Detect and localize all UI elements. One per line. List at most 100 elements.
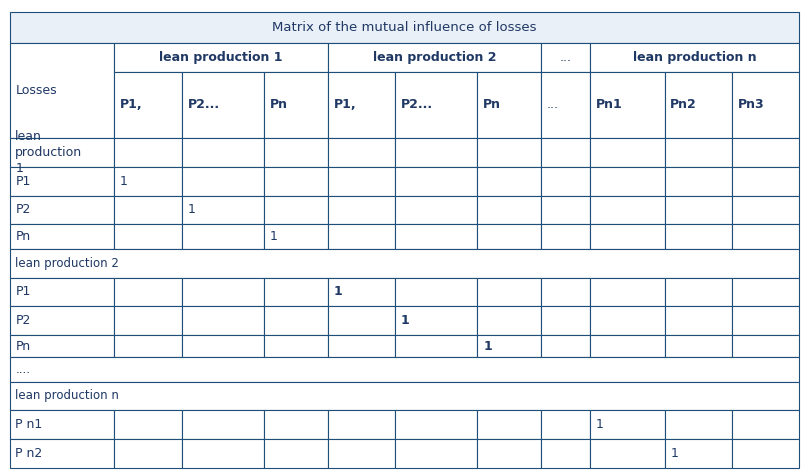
Text: P n2: P n2 <box>15 447 43 460</box>
Bar <box>328 43 541 72</box>
Bar <box>182 277 265 306</box>
Bar <box>541 335 590 357</box>
Bar <box>732 224 799 249</box>
Bar <box>590 167 664 196</box>
Bar <box>590 224 664 249</box>
Bar <box>732 306 799 335</box>
Bar <box>590 277 664 306</box>
Bar <box>10 381 799 410</box>
Text: 1: 1 <box>670 447 678 460</box>
Bar <box>664 439 732 468</box>
Bar <box>10 12 799 43</box>
Bar <box>590 306 664 335</box>
Bar <box>590 410 664 439</box>
Bar <box>541 138 590 167</box>
Bar <box>182 410 265 439</box>
Bar <box>664 410 732 439</box>
Text: Pn: Pn <box>483 98 501 111</box>
Bar <box>590 72 664 138</box>
Bar <box>732 72 799 138</box>
Bar <box>182 335 265 357</box>
Bar <box>10 167 115 196</box>
Bar <box>541 72 590 138</box>
Text: lean production n: lean production n <box>633 51 756 64</box>
Bar <box>328 439 395 468</box>
Bar <box>664 72 732 138</box>
Bar <box>732 167 799 196</box>
Bar <box>10 335 115 357</box>
Text: Pn: Pn <box>270 98 288 111</box>
Bar <box>182 439 265 468</box>
Bar <box>395 138 477 167</box>
Text: 1: 1 <box>270 230 277 243</box>
Bar <box>115 277 182 306</box>
Bar <box>664 277 732 306</box>
Bar <box>590 138 664 167</box>
Bar <box>395 410 477 439</box>
Bar <box>10 306 115 335</box>
Bar <box>115 224 182 249</box>
Bar <box>10 357 799 381</box>
Bar <box>328 72 395 138</box>
Bar <box>10 277 115 306</box>
Bar <box>265 439 328 468</box>
Bar <box>541 439 590 468</box>
Bar <box>10 224 115 249</box>
Bar <box>477 410 541 439</box>
Bar <box>664 224 732 249</box>
Text: Pn2: Pn2 <box>670 98 697 111</box>
Bar <box>328 224 395 249</box>
Bar <box>590 335 664 357</box>
Bar <box>182 72 265 138</box>
Bar <box>590 439 664 468</box>
Bar <box>477 224 541 249</box>
Bar <box>477 335 541 357</box>
Text: P n1: P n1 <box>15 418 43 431</box>
Bar <box>395 335 477 357</box>
Bar <box>541 224 590 249</box>
Bar <box>115 335 182 357</box>
Bar <box>115 196 182 224</box>
Bar <box>477 277 541 306</box>
Bar <box>477 306 541 335</box>
Bar <box>477 72 541 138</box>
Bar <box>10 410 115 439</box>
Bar <box>732 138 799 167</box>
Bar <box>265 335 328 357</box>
Text: P1,: P1, <box>333 98 356 111</box>
Bar <box>265 138 328 167</box>
Bar <box>182 224 265 249</box>
Bar <box>395 439 477 468</box>
Bar <box>395 277 477 306</box>
Bar <box>477 439 541 468</box>
Text: lean
production
1: lean production 1 <box>15 130 83 175</box>
Bar <box>10 439 115 468</box>
Bar <box>395 224 477 249</box>
Bar <box>541 167 590 196</box>
Bar <box>265 277 328 306</box>
Bar <box>395 306 477 335</box>
Text: ....: .... <box>15 363 31 376</box>
Bar <box>182 306 265 335</box>
Bar <box>115 167 182 196</box>
Bar <box>265 72 328 138</box>
Bar <box>10 138 115 167</box>
Text: P2: P2 <box>15 314 31 327</box>
Text: P2...: P2... <box>400 98 433 111</box>
Text: Pn: Pn <box>15 340 31 352</box>
Text: 1: 1 <box>400 314 409 327</box>
Text: lean production 2: lean production 2 <box>373 51 496 64</box>
Text: P2: P2 <box>15 203 31 217</box>
Text: Matrix of the mutual influence of losses: Matrix of the mutual influence of losses <box>273 21 536 34</box>
Text: ...: ... <box>547 98 559 111</box>
Bar <box>477 167 541 196</box>
Bar <box>732 335 799 357</box>
Text: P2...: P2... <box>188 98 219 111</box>
Bar <box>541 306 590 335</box>
Bar <box>541 43 590 72</box>
Bar <box>328 277 395 306</box>
Bar <box>541 196 590 224</box>
Bar <box>664 138 732 167</box>
Text: 1: 1 <box>595 418 604 431</box>
Bar <box>115 138 182 167</box>
